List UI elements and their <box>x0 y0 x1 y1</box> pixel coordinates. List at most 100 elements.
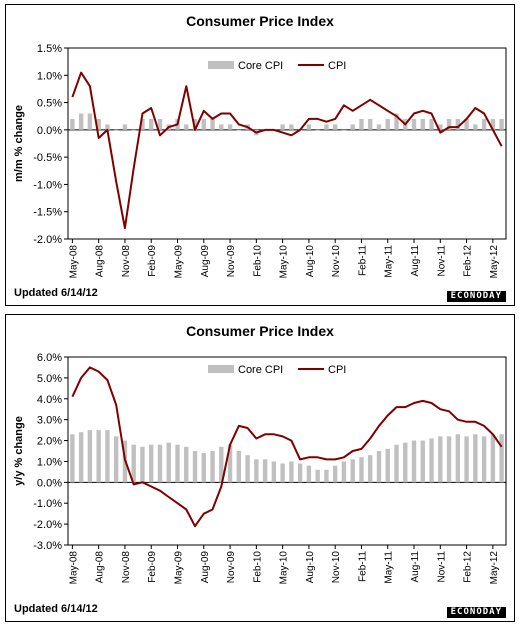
bar-core-cpi <box>280 124 285 130</box>
y-axis-title: y/y % change <box>13 416 25 486</box>
bar-core-cpi <box>429 118 434 130</box>
bar-core-cpi <box>201 118 206 130</box>
x-tick-label: May-11 <box>384 551 395 584</box>
y-tick-label: 3.0% <box>37 415 62 427</box>
bar-core-cpi <box>490 118 496 130</box>
y-tick-label: -1.0% <box>33 179 62 191</box>
updated-note: Updated 6/14/12 <box>14 287 98 299</box>
bar-core-cpi <box>113 129 119 131</box>
bar-core-cpi <box>192 118 198 130</box>
bar-core-cpi <box>315 129 320 131</box>
line-cpi <box>71 71 503 230</box>
chart-title: Consumer Price Index <box>186 323 334 339</box>
bar-core-cpi <box>341 129 347 131</box>
bar-core-cpi <box>332 124 338 130</box>
x-tick-label: Aug-08 <box>95 551 106 584</box>
bar-core-cpi <box>262 459 268 483</box>
chart-panel-mm: Consumer Price Index 1.5% 1.0% 0.5% 0.0% -0.… <box>5 4 515 306</box>
bar-core-cpi <box>394 444 399 483</box>
x-tick-label: Nov-10 <box>331 551 342 584</box>
bar-core-cpi <box>289 461 294 483</box>
bar-core-cpi <box>385 118 390 130</box>
bar-core-cpi <box>166 442 171 483</box>
y-tick-label: 6.0% <box>37 352 62 364</box>
x-tick-label: Aug-10 <box>305 551 316 584</box>
bar-core-cpi <box>149 118 154 130</box>
y-tick-label: 2.0% <box>37 436 62 448</box>
bar-core-cpi <box>490 434 496 483</box>
legend-label-core-cpi: Core CPI <box>238 364 283 376</box>
x-tick-label: Feb-10 <box>252 551 263 583</box>
bar-core-cpi <box>87 113 93 130</box>
chart-mm-svg: 1.5% 1.0% 0.5% 0.0% -0.5% -1.0% -1.5% -2.0% May-… <box>13 43 507 279</box>
bar-core-cpi <box>245 455 250 483</box>
bar-core-cpi <box>499 434 504 483</box>
bar-core-cpi <box>140 446 145 483</box>
bar-core-cpi <box>341 461 347 483</box>
y-axis-title: m/m % change <box>13 105 25 182</box>
bar-core-cpi <box>96 430 101 483</box>
bar-core-cpi <box>192 451 198 483</box>
x-tick-label: May-10 <box>279 551 290 585</box>
bar-core-cpi <box>149 444 154 483</box>
y-tick-label: 0.0% <box>37 477 62 489</box>
x-tick-label: Nov-11 <box>436 551 447 583</box>
bar-core-cpi <box>481 436 487 483</box>
y-tick-label: -2.0% <box>33 519 62 531</box>
bar-core-cpi <box>438 124 443 130</box>
bar-core-cpi <box>113 436 119 483</box>
x-tick-label: Feb-11 <box>358 245 369 276</box>
x-tick-label: May-08 <box>68 551 79 585</box>
bar-core-cpi <box>332 465 338 483</box>
econoday-logo: ECONODAY <box>446 291 506 302</box>
x-tick-label: Nov-11 <box>436 245 447 277</box>
bar-core-cpi <box>184 446 189 483</box>
chart-panel-yy: Consumer Price Index 6.0% 5.0% 4.0% 3.0% 2.0… <box>5 314 515 622</box>
y-tick-label: -1.5% <box>33 207 62 219</box>
bar-core-cpi <box>70 434 75 483</box>
legend-label-core-cpi: Core CPI <box>238 60 283 72</box>
y-tick-label: 1.5% <box>37 43 62 55</box>
bar-core-cpi <box>499 118 504 130</box>
bar-core-cpi <box>219 446 224 483</box>
bar-core-cpi <box>210 451 215 483</box>
bar-core-cpi <box>359 118 364 130</box>
bar-core-cpi <box>78 432 84 483</box>
bar-core-cpi <box>455 118 461 130</box>
y-tick-label: 4.0% <box>37 394 62 406</box>
bar-core-cpi <box>70 118 75 130</box>
bar-core-cpi <box>446 118 452 130</box>
plot-area <box>67 47 507 240</box>
bar-core-cpi <box>446 436 452 483</box>
bar-core-cpi <box>368 455 373 483</box>
x-tick-label: May-09 <box>174 551 185 585</box>
y-tick-label: 0.0% <box>37 125 62 137</box>
legend-swatch-core-cpi <box>208 365 234 373</box>
y-tick-label: -0.5% <box>33 152 62 164</box>
bar-core-cpi <box>324 124 329 130</box>
bar-core-cpi <box>473 434 478 483</box>
bar-core-cpi <box>394 113 399 130</box>
x-tick-label: Aug-11 <box>410 551 421 583</box>
x-tick-label: May-08 <box>68 245 79 279</box>
bar-core-cpi <box>385 448 390 483</box>
y-tick-label: -3.0% <box>33 540 62 552</box>
bar-core-cpi <box>131 444 136 483</box>
bar-core-cpi <box>306 465 312 483</box>
x-tick-label: Nov-08 <box>121 551 132 584</box>
bar-core-cpi <box>175 444 180 483</box>
bar-core-cpi <box>227 124 233 130</box>
bar-core-cpi <box>420 118 425 130</box>
x-tick-label: Feb-12 <box>463 551 474 583</box>
chart-title: Consumer Price Index <box>186 13 334 29</box>
chart-yy-svg: 6.0% 5.0% 4.0% 3.0% 2.0% 1.0% 0.0% -1.0% -2.0% -3… <box>13 352 507 585</box>
bar-core-cpi <box>289 124 294 130</box>
y-tick-label: -1.0% <box>33 498 62 510</box>
bar-core-cpi <box>271 461 277 483</box>
bar-core-cpi <box>429 438 434 483</box>
bar-core-cpi <box>368 118 373 130</box>
x-tick-label: May-12 <box>489 551 500 585</box>
line-cpi <box>71 366 503 528</box>
x-tick-label: Feb-09 <box>147 245 158 277</box>
bar-core-cpi <box>254 459 259 483</box>
